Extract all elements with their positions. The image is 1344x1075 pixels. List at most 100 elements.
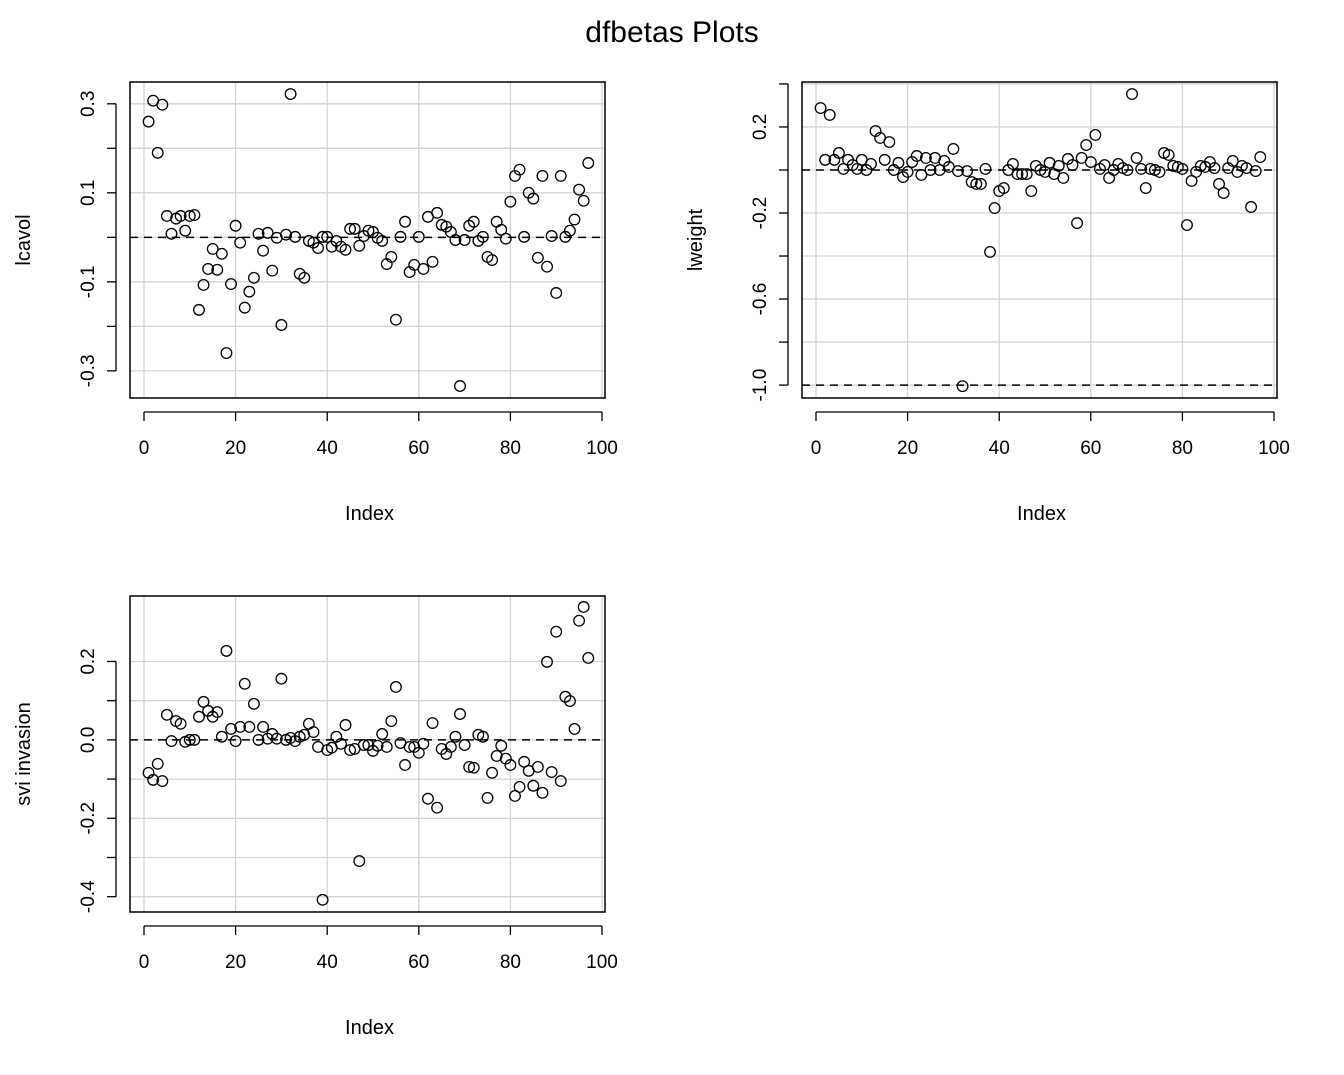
data-point — [1020, 168, 1033, 181]
data-point — [302, 717, 315, 730]
x-tick-label: 100 — [1258, 438, 1290, 459]
data-point — [883, 136, 896, 148]
data-point — [422, 792, 434, 805]
y-tick-label: 0.2 — [750, 114, 771, 140]
data-point — [961, 165, 974, 178]
x-tick-label: 20 — [225, 952, 246, 973]
data-point — [467, 761, 480, 774]
data-point — [160, 708, 173, 721]
data-point — [1176, 162, 1189, 175]
data-point — [165, 227, 178, 240]
data-point — [357, 739, 370, 751]
data-point — [919, 151, 932, 164]
data-point — [947, 142, 960, 155]
data-point — [545, 230, 558, 242]
data-point — [1217, 187, 1230, 199]
y-tick-label: 0.3 — [78, 91, 99, 117]
data-point — [156, 98, 169, 111]
data-point — [284, 88, 297, 100]
data-point — [1016, 168, 1029, 181]
y-tick-label: -0.2 — [78, 802, 99, 835]
data-point — [183, 210, 196, 222]
data-point — [225, 278, 237, 291]
data-point — [344, 744, 357, 757]
data-point — [142, 115, 155, 128]
data-point — [541, 655, 553, 668]
data-point — [504, 195, 517, 208]
data-point — [280, 228, 292, 241]
data-point — [380, 740, 393, 753]
x-tick-label: 100 — [586, 952, 618, 973]
data-point — [252, 733, 265, 746]
data-point — [568, 722, 581, 735]
y-axis-label: svi invasion — [13, 702, 35, 805]
data-point — [823, 108, 836, 121]
data-point — [371, 739, 384, 752]
data-point — [403, 740, 416, 753]
data-point — [956, 380, 969, 393]
x-tick-label: 20 — [897, 438, 918, 459]
data-point — [554, 775, 567, 788]
data-point — [513, 780, 526, 793]
data-point — [247, 271, 260, 284]
data-point — [339, 719, 352, 731]
data-point — [353, 239, 366, 252]
data-point — [183, 733, 196, 746]
data-point — [229, 735, 242, 748]
panel-1: 0 20 40 60 80 100 Index -0.3 -0.1 0.1 0.3 lcavol — [13, 81, 618, 525]
x-tick-label: 0 — [139, 952, 150, 973]
data-point — [147, 773, 160, 786]
data-point — [312, 242, 324, 254]
data-point — [431, 206, 444, 219]
data-point — [215, 247, 228, 260]
x-tick-label: 0 — [139, 438, 150, 459]
data-point — [399, 759, 412, 771]
x-tick-label: 20 — [225, 438, 246, 459]
data-point — [531, 251, 544, 264]
data-point — [878, 153, 891, 166]
data-point — [179, 224, 192, 237]
data-point — [1006, 158, 1019, 170]
data-point — [197, 279, 210, 291]
data-point — [486, 766, 499, 779]
data-point — [568, 213, 581, 226]
data-point — [362, 224, 375, 237]
data-point — [458, 739, 471, 751]
data-point — [454, 380, 466, 392]
data-point — [238, 677, 251, 690]
x-tick-label: 0 — [811, 438, 822, 459]
data-point — [348, 222, 361, 235]
x-axis-label: Index — [345, 503, 394, 525]
data-point — [215, 730, 228, 743]
data-point — [394, 230, 407, 243]
data-point — [188, 733, 201, 746]
data-point — [293, 267, 306, 280]
data-point — [906, 156, 919, 168]
data-point — [545, 766, 558, 778]
data-point — [298, 271, 311, 284]
data-point — [1135, 162, 1148, 175]
x-axis-label: Index — [1017, 503, 1066, 525]
data-point — [234, 720, 247, 733]
data-point — [275, 319, 288, 331]
data-point — [819, 153, 832, 166]
data-point — [238, 301, 251, 314]
y-tick-label: -0.4 — [78, 880, 99, 913]
data-point — [1094, 162, 1106, 175]
data-point — [860, 164, 873, 176]
data-point — [1130, 151, 1143, 164]
y-tick-label: -0.1 — [78, 265, 99, 298]
x-tick-label: 40 — [317, 438, 338, 459]
data-point — [952, 165, 964, 178]
data-point — [174, 717, 187, 730]
data-point — [220, 644, 233, 657]
y-tick-label: -0.3 — [78, 354, 99, 387]
data-point — [490, 215, 503, 228]
data-point — [481, 791, 494, 804]
y-tick-label: 0.2 — [78, 648, 99, 674]
data-point — [344, 222, 357, 235]
data-point — [1153, 165, 1166, 178]
data-point — [563, 695, 576, 708]
data-point — [1139, 182, 1152, 195]
